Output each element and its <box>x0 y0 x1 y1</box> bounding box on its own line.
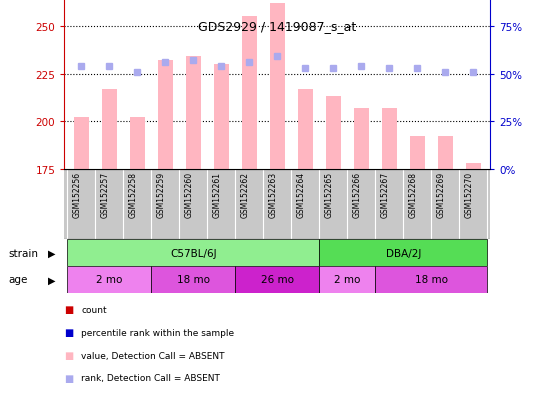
Text: 26 mo: 26 mo <box>261 275 293 285</box>
Text: age: age <box>8 275 28 285</box>
Bar <box>409 137 425 169</box>
Text: 18 mo: 18 mo <box>415 275 447 285</box>
Bar <box>67 240 319 266</box>
Text: value, Detection Call = ABSENT: value, Detection Call = ABSENT <box>81 351 225 360</box>
Text: GSM152262: GSM152262 <box>240 171 249 217</box>
Text: 18 mo: 18 mo <box>177 275 209 285</box>
Bar <box>129 118 145 169</box>
Text: GSM152266: GSM152266 <box>352 171 361 218</box>
Text: ▶: ▶ <box>48 248 55 258</box>
Text: GSM152268: GSM152268 <box>408 171 417 217</box>
Bar <box>375 266 487 293</box>
Bar <box>185 57 201 169</box>
Text: GSM152260: GSM152260 <box>184 171 193 218</box>
Bar <box>157 61 173 169</box>
Bar <box>67 266 151 293</box>
Text: DBA/2J: DBA/2J <box>385 248 421 258</box>
Text: 2 mo: 2 mo <box>334 275 361 285</box>
Bar <box>241 17 257 169</box>
Bar <box>269 4 285 169</box>
Bar <box>465 164 481 169</box>
Text: GSM152264: GSM152264 <box>296 171 305 218</box>
Text: ■: ■ <box>64 373 74 383</box>
Text: ■: ■ <box>64 328 74 337</box>
Text: count: count <box>81 305 107 314</box>
Text: GSM152257: GSM152257 <box>100 171 109 218</box>
Text: ■: ■ <box>64 350 74 360</box>
Text: rank, Detection Call = ABSENT: rank, Detection Call = ABSENT <box>81 373 220 382</box>
Text: 2 mo: 2 mo <box>96 275 123 285</box>
Text: GSM152270: GSM152270 <box>464 171 473 218</box>
Text: GSM152259: GSM152259 <box>156 171 165 218</box>
Text: strain: strain <box>8 248 39 258</box>
Bar <box>319 240 487 266</box>
Text: C57BL/6J: C57BL/6J <box>170 248 217 258</box>
Bar <box>213 65 229 169</box>
Text: ■: ■ <box>64 305 74 315</box>
Bar <box>325 97 341 169</box>
Text: GSM152263: GSM152263 <box>268 171 277 218</box>
Bar <box>73 118 89 169</box>
Bar <box>381 109 397 169</box>
Text: GSM152269: GSM152269 <box>436 171 445 218</box>
Text: GSM152267: GSM152267 <box>380 171 389 218</box>
Text: GSM152256: GSM152256 <box>72 171 81 218</box>
Bar <box>101 90 117 169</box>
Text: percentile rank within the sample: percentile rank within the sample <box>81 328 234 337</box>
Text: GSM152265: GSM152265 <box>324 171 333 218</box>
Bar <box>437 137 453 169</box>
Bar <box>319 266 375 293</box>
Bar <box>235 266 319 293</box>
Text: GSM152261: GSM152261 <box>212 171 221 217</box>
Bar <box>297 90 313 169</box>
Text: GSM152258: GSM152258 <box>128 171 137 217</box>
Bar <box>353 109 369 169</box>
Text: GDS2929 / 1419087_s_at: GDS2929 / 1419087_s_at <box>198 20 356 33</box>
Bar <box>151 266 235 293</box>
Text: ▶: ▶ <box>48 275 55 285</box>
